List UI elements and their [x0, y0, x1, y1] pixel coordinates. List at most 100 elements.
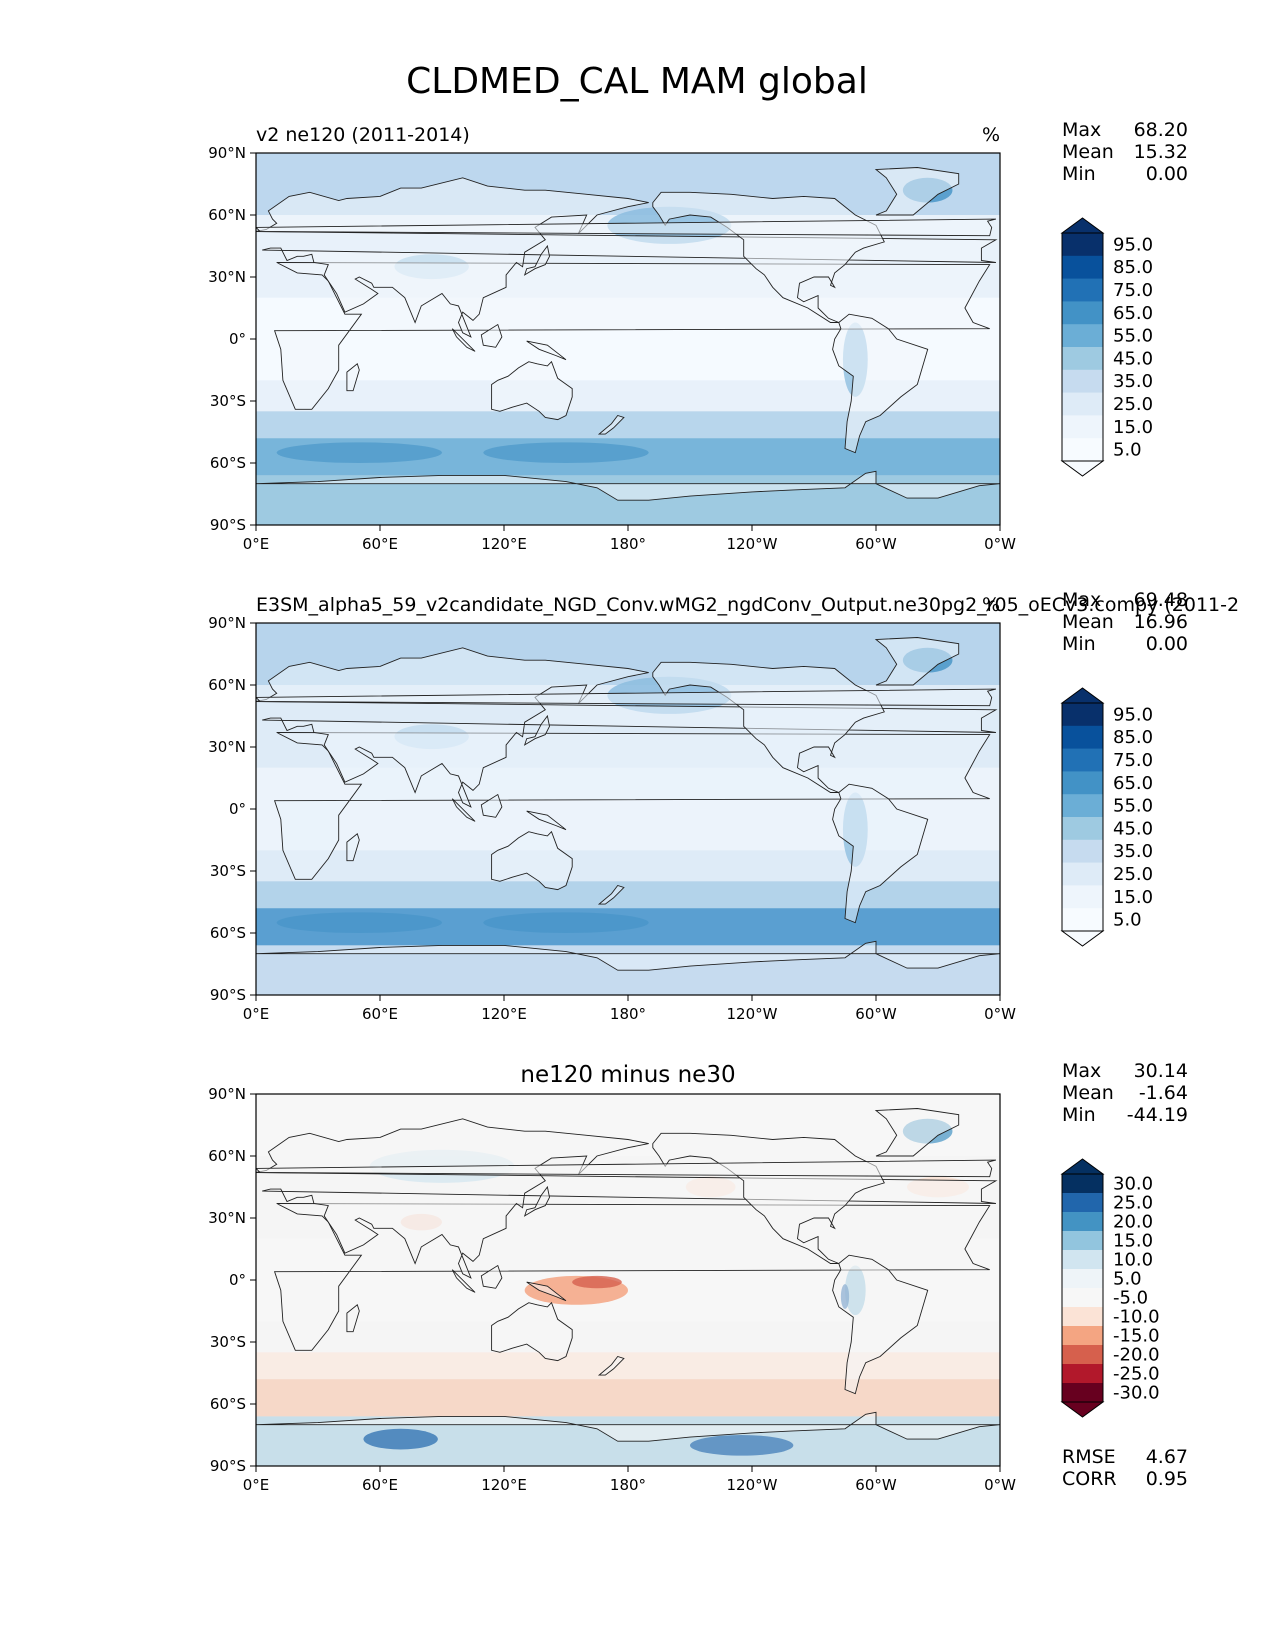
colorbar-extend-top: [1060, 1158, 1105, 1175]
stat-label-min: Min: [1062, 633, 1096, 655]
lon-tick-label: 180°: [610, 1476, 646, 1494]
lat-tick-label: 90°N: [208, 144, 246, 162]
stat-label-max: Max: [1062, 1060, 1101, 1082]
colorbar-label: 65.0: [1113, 303, 1153, 324]
lat-tick-label: 30°N: [208, 1209, 246, 1227]
lon-tick-label: 60°W: [855, 1005, 897, 1023]
colorbar-swatch: [1062, 415, 1103, 439]
colorbar-swatch: [1062, 1250, 1103, 1270]
lat-tick-label: 90°N: [208, 614, 246, 632]
lon-tick-label: 0°E: [243, 535, 270, 553]
colorbar-swatch: [1062, 794, 1103, 818]
colorbar-label: -20.0: [1113, 1345, 1160, 1366]
colorbar-frame: [1061, 232, 1104, 462]
coastline-sumatra: [451, 328, 476, 352]
colorbar-label: 25.0: [1113, 864, 1153, 885]
figure-title: CLDMED_CAL MAM global: [406, 61, 868, 102]
colorbar-label: -30.0: [1113, 1383, 1160, 1404]
coastline-borneo: [480, 323, 503, 348]
coastline-eurasia: [256, 1118, 998, 1279]
lon-tick-label: 60°E: [362, 535, 398, 553]
lon-tick-label: 180°: [610, 535, 646, 553]
coastline-borneo: [480, 793, 503, 818]
lon-tick-label: 60°E: [362, 1005, 398, 1023]
colorbar-label: -10.0: [1113, 1307, 1160, 1328]
panel-title-center: ne120 minus ne30: [520, 1062, 735, 1088]
blob-antarctica-cool: [363, 1428, 438, 1450]
colorbar-swatch: [1062, 233, 1103, 257]
colorbar-swatch: [1062, 839, 1103, 864]
colorbar-label: 55.0: [1113, 796, 1153, 817]
blob-south-indian: [276, 442, 442, 463]
colorbar-swatch: [1062, 324, 1103, 348]
lon-tick-label: 120°W: [727, 1005, 778, 1023]
colorbar-label: 85.0: [1113, 727, 1153, 748]
colorbar-swatch: [1062, 1364, 1103, 1384]
coastline-nz: [597, 414, 625, 435]
colorbar-swatch: [1062, 369, 1103, 394]
stat-value-max: 68.20: [1134, 119, 1188, 141]
lon-tick-label: 120°W: [727, 535, 778, 553]
lon-tick-label: 60°W: [855, 535, 897, 553]
colorbar-swatch: [1062, 1231, 1103, 1251]
coastline-borneo: [480, 1264, 503, 1289]
coastlines: [256, 637, 1000, 971]
stat-value-mean: -1.64: [1139, 1082, 1188, 1104]
lat-tick-label: 30°S: [210, 392, 246, 410]
colorbar-swatch: [1062, 1193, 1103, 1213]
colorbar-swatch: [1062, 1174, 1103, 1194]
coastline-australia: [491, 360, 573, 421]
colorbar-swatch: [1062, 1288, 1103, 1308]
blob-ross-cool: [690, 1435, 794, 1456]
colorbar-label: 30.0: [1113, 1174, 1153, 1195]
colorbar-label: 75.0: [1113, 280, 1153, 301]
colorbar-swatch: [1062, 1212, 1103, 1232]
colorbar-extend-top: [1060, 687, 1105, 704]
lon-tick-label: 0°W: [984, 1005, 1016, 1023]
coastline-madagascar: [346, 1304, 360, 1333]
panel-units: %: [982, 594, 1000, 616]
stat-value-rmse: 4.67: [1146, 1446, 1188, 1468]
coastlines: [256, 1108, 1000, 1442]
coastline-samerica: [832, 313, 929, 454]
lon-tick-label: 60°W: [855, 1476, 897, 1494]
colorbar-label: 65.0: [1113, 773, 1153, 794]
stat-label-max: Max: [1062, 589, 1101, 611]
panel-2: 90°N 60°N 30°N 0° 30°S 60°S 90°S0°E 60°E 120°E 18…: [208, 589, 1239, 1023]
stat-label-mean: Mean: [1062, 1082, 1114, 1104]
colorbar-label: -15.0: [1113, 1326, 1160, 1347]
lon-tick-label: 120°W: [727, 1476, 778, 1494]
stat-value-min: 0.00: [1146, 633, 1188, 655]
colorbar-swatch: [1062, 1269, 1103, 1289]
blob-west-pacific-core: [572, 1275, 622, 1289]
colorbar-label: 15.0: [1113, 417, 1153, 438]
colorbar-swatch: [1062, 347, 1103, 371]
colorbar-label: 45.0: [1113, 818, 1153, 839]
colorbar-swatch: [1062, 278, 1103, 302]
colorbar-swatch: [1062, 1383, 1103, 1403]
lat-tick-label: 60°N: [208, 676, 246, 694]
lat-tick-label: 90°S: [210, 1457, 246, 1475]
colorbar: 95.085.075.065.055.045.035.025.015.05.0: [1060, 687, 1153, 947]
lat-tick-label: 0°: [229, 800, 246, 818]
coastline-antarctica: [256, 470, 1000, 501]
stat-label-mean: Mean: [1062, 141, 1114, 163]
colorbar-swatch: [1062, 703, 1103, 727]
colorbar-label: 15.0: [1113, 887, 1153, 908]
colorbar-swatch: [1062, 748, 1103, 772]
lon-tick-label: 0°W: [984, 535, 1016, 553]
lat-tick-label: 60°S: [210, 454, 246, 472]
colorbar: 95.085.075.065.055.045.035.025.015.05.0: [1060, 217, 1153, 477]
colorbar-swatch: [1062, 771, 1103, 795]
lat-tick-label: 60°S: [210, 924, 246, 942]
coastline-uk: [256, 1159, 997, 1178]
lon-tick-label: 180°: [610, 1005, 646, 1023]
colorbar-label: 55.0: [1113, 326, 1153, 347]
coastline-japan: [523, 714, 550, 746]
lon-tick-label: 0°E: [243, 1005, 270, 1023]
band-southern-ocean-edge: [256, 1352, 1000, 1380]
coastline-nz: [597, 1355, 625, 1376]
colorbar-swatch: [1062, 725, 1103, 750]
coastline-australia: [491, 1301, 573, 1362]
band-southern-ocean-edge: [256, 881, 1000, 909]
